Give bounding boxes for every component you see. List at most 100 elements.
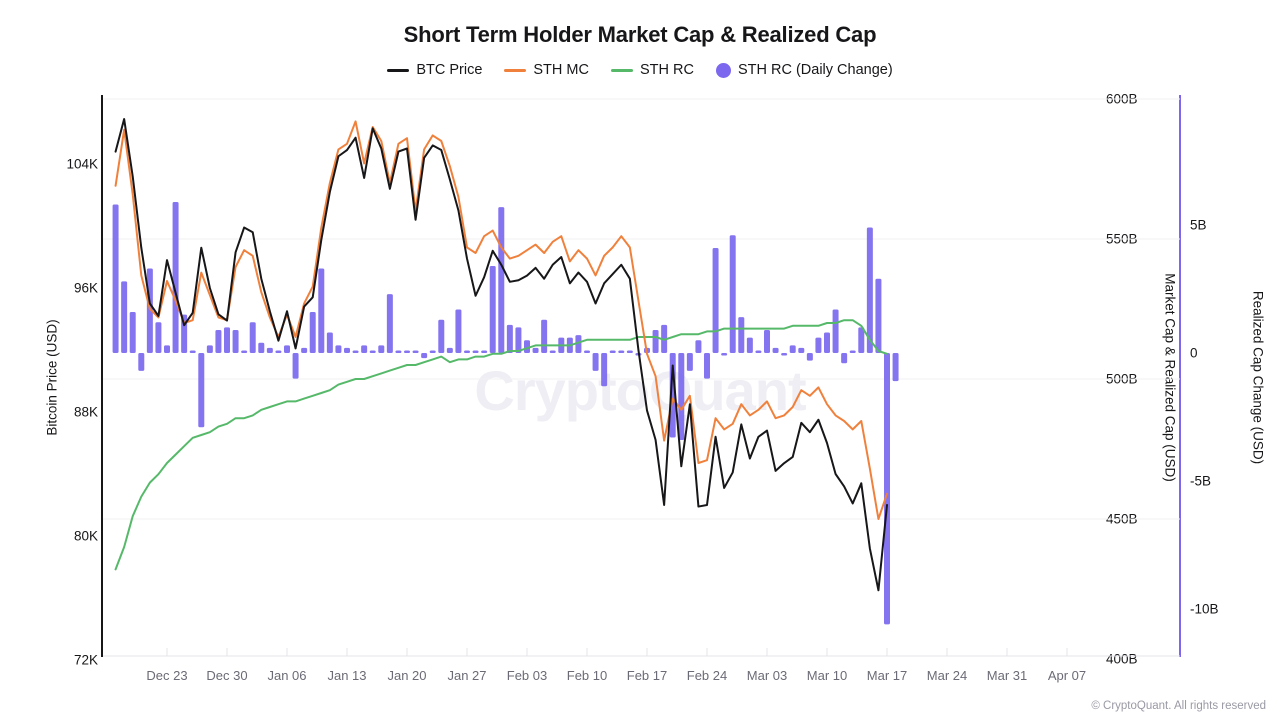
legend-label: BTC Price <box>416 62 483 78</box>
legend-label: STH RC (Daily Change) <box>737 62 893 78</box>
bar-sth-rc-daily-change[interactable] <box>309 312 316 353</box>
bar-sth-rc-daily-change[interactable] <box>395 350 402 353</box>
x-axis-tick-label: Mar 31 <box>986 668 1028 683</box>
x-axis-tick-label: Mar 10 <box>806 668 848 683</box>
bar-sth-rc-daily-change[interactable] <box>198 353 205 428</box>
bar-sth-rc-daily-change[interactable] <box>746 337 753 353</box>
bar-sth-rc-daily-change[interactable] <box>832 309 839 353</box>
bar-sth-rc-daily-change[interactable] <box>849 350 856 353</box>
bar-sth-rc-daily-change[interactable] <box>215 329 222 353</box>
bar-sth-rc-daily-change[interactable] <box>806 353 813 361</box>
bar-sth-rc-daily-change[interactable] <box>866 227 873 353</box>
bar-sth-rc-daily-change[interactable] <box>301 347 308 353</box>
bar-sth-rc-daily-change[interactable] <box>609 350 616 353</box>
bar-sth-rc-daily-change[interactable] <box>335 345 342 353</box>
bar-sth-rc-daily-change[interactable] <box>798 347 805 353</box>
bar-sth-rc-daily-change[interactable] <box>386 294 393 353</box>
bar-sth-rc-daily-change[interactable] <box>155 322 162 353</box>
bar-sth-rc-daily-change[interactable] <box>721 353 728 356</box>
bar-sth-rc-daily-change[interactable] <box>326 332 333 353</box>
bar-sth-rc-daily-change[interactable] <box>455 309 462 353</box>
bar-sth-rc-daily-change[interactable] <box>378 345 385 353</box>
bar-sth-rc-daily-change[interactable] <box>686 353 693 371</box>
bar-sth-rc-daily-change[interactable] <box>404 350 410 353</box>
bar-sth-rc-daily-change[interactable] <box>464 350 470 353</box>
bar-sth-rc-daily-change[interactable] <box>549 350 556 353</box>
bar-sth-rc-daily-change[interactable] <box>678 353 685 441</box>
legend-item-sth-mc[interactable]: STH MC <box>504 62 589 78</box>
bar-sth-rc-daily-change[interactable] <box>506 324 513 353</box>
bar-sth-rc-daily-change[interactable] <box>858 327 865 353</box>
bar-sth-rc-daily-change[interactable] <box>112 204 119 353</box>
bar-sth-rc-daily-change[interactable] <box>446 347 453 353</box>
bar-sth-rc-daily-change[interactable] <box>875 278 882 353</box>
bar-sth-rc-daily-change[interactable] <box>249 322 256 353</box>
bar-sth-rc-daily-change[interactable] <box>472 350 479 353</box>
bar-sth-rc-daily-change[interactable] <box>781 353 788 356</box>
bar-sth-rc-daily-change[interactable] <box>524 340 530 353</box>
bar-sth-rc-daily-change[interactable] <box>738 317 745 353</box>
bar-sth-rc-daily-change[interactable] <box>626 350 633 353</box>
bar-sth-rc-daily-change[interactable] <box>592 353 599 371</box>
bar-sth-rc-daily-change[interactable] <box>206 345 213 353</box>
bar-sth-rc-daily-change[interactable] <box>789 345 796 353</box>
bar-sth-rc-daily-change[interactable] <box>438 319 445 353</box>
bar-sth-rc-daily-change[interactable] <box>129 312 136 353</box>
bar-sth-rc-daily-change[interactable] <box>515 327 522 353</box>
bar-sth-rc-daily-change[interactable] <box>121 281 128 353</box>
bar-sth-rc-daily-change[interactable] <box>189 350 196 353</box>
legend-line-swatch <box>610 68 633 72</box>
bar-sth-rc-daily-change[interactable] <box>601 353 608 387</box>
bar-sth-rc-daily-change[interactable] <box>138 353 145 371</box>
bar-sth-rc-daily-change[interactable] <box>266 347 273 353</box>
bar-sth-rc-daily-change[interactable] <box>412 350 419 353</box>
bar-sth-rc-daily-change[interactable] <box>584 350 590 353</box>
bar-sth-rc-daily-change[interactable] <box>772 347 779 353</box>
bar-sth-rc-daily-change[interactable] <box>318 268 325 353</box>
bar-sth-rc-daily-change[interactable] <box>489 265 496 353</box>
y-axis-left-ticks: 104K 96K 88K 80K 72K <box>0 0 98 720</box>
bar-sth-rc-daily-change[interactable] <box>892 353 899 382</box>
bar-sth-rc-daily-change[interactable] <box>292 353 299 379</box>
bar-sth-rc-daily-change[interactable] <box>764 329 770 353</box>
bar-sth-rc-daily-change[interactable] <box>841 353 848 364</box>
bar-sth-rc-daily-change[interactable] <box>618 350 625 353</box>
bar-sth-rc-daily-change[interactable] <box>481 350 488 353</box>
legend-item-sth-rc-daily-change[interactable]: STH RC (Daily Change) <box>715 62 893 78</box>
bar-sth-rc-daily-change[interactable] <box>284 345 290 353</box>
bar-sth-rc-daily-change[interactable] <box>369 350 376 353</box>
bar-sth-rc-daily-change[interactable] <box>361 345 368 353</box>
bar-sth-rc-daily-change[interactable] <box>729 235 736 353</box>
bar-sth-rc-daily-change[interactable] <box>421 353 428 359</box>
bar-sth-rc-daily-change[interactable] <box>352 350 359 353</box>
bar-sth-rc-daily-change[interactable] <box>824 332 830 353</box>
bar-sth-rc-daily-change[interactable] <box>344 347 350 353</box>
bar-sth-rc-daily-change[interactable] <box>815 337 822 353</box>
legend-item-sth-rc[interactable]: STH RC <box>610 62 694 78</box>
x-axis-tick-label: Feb 17 <box>626 668 668 683</box>
bar-sth-rc-daily-change[interactable] <box>575 335 582 353</box>
bar-sth-rc-daily-change[interactable] <box>241 350 248 353</box>
series-line-btc-price[interactable] <box>114 118 888 592</box>
bar-sth-rc-daily-change[interactable] <box>704 353 710 379</box>
bar-sth-rc-daily-change[interactable] <box>652 329 659 353</box>
legend-line-swatch <box>504 68 527 72</box>
bar-sth-rc-daily-change[interactable] <box>884 353 890 625</box>
bar-sth-rc-daily-change[interactable] <box>232 329 239 353</box>
bar-sth-rc-daily-change[interactable] <box>541 319 548 353</box>
series-line-sth-mc[interactable] <box>114 120 888 520</box>
bar-sth-rc-daily-change[interactable] <box>695 340 702 353</box>
series-line-sth-rc[interactable] <box>114 319 888 571</box>
bar-sth-rc-daily-change[interactable] <box>258 342 265 353</box>
legend-item-btc-price[interactable]: BTC Price <box>387 62 482 78</box>
bar-sth-rc-daily-change[interactable] <box>712 248 719 353</box>
bar-sth-rc-daily-change[interactable] <box>164 345 170 353</box>
bar-sth-rc-daily-change[interactable] <box>172 201 179 353</box>
chart-title: Short Term Holder Market Cap & Realized … <box>403 22 877 47</box>
bar-sth-rc-daily-change[interactable] <box>224 327 230 353</box>
bar-sth-rc-daily-change[interactable] <box>429 350 436 353</box>
bar-sth-rc-daily-change[interactable] <box>755 350 762 353</box>
bar-sth-rc-daily-change[interactable] <box>498 207 505 353</box>
bar-sth-rc-daily-change[interactable] <box>532 347 539 353</box>
bar-sth-rc-daily-change[interactable] <box>275 350 282 353</box>
